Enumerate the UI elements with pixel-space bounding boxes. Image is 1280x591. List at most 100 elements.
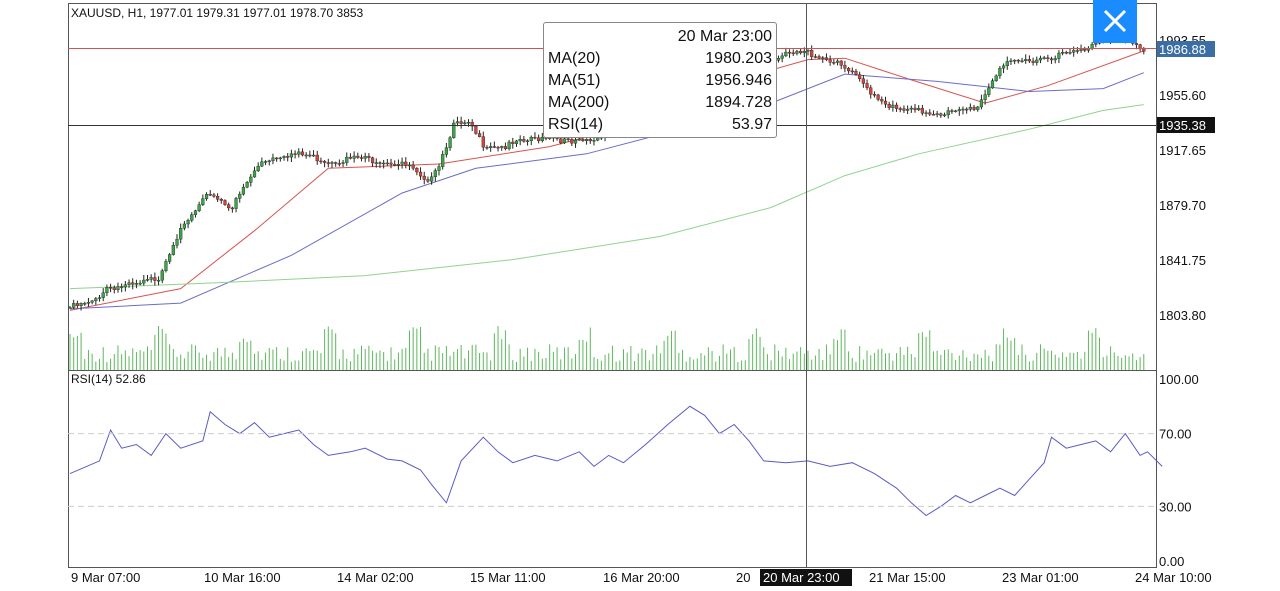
candle-body bbox=[835, 60, 840, 63]
candle-body bbox=[850, 70, 854, 73]
candle-body bbox=[1038, 57, 1043, 61]
candle-body bbox=[1009, 60, 1013, 62]
price-tick-label: 1879.70 bbox=[1159, 198, 1206, 213]
candle-body bbox=[326, 162, 330, 164]
candle-body bbox=[1142, 48, 1146, 52]
rsi-tick-label: 0.00 bbox=[1159, 554, 1184, 569]
close-button[interactable] bbox=[1093, 0, 1137, 43]
candle-body bbox=[869, 87, 873, 95]
candle-body bbox=[145, 279, 150, 281]
candle-body bbox=[795, 50, 799, 54]
tooltip-label: MA(51) bbox=[548, 72, 601, 89]
candle-body bbox=[566, 138, 570, 140]
candle-body bbox=[175, 238, 179, 246]
rsi-panel-frame bbox=[68, 370, 1157, 568]
candle-body bbox=[452, 122, 456, 138]
candle-body bbox=[846, 68, 851, 72]
candle-body bbox=[522, 139, 526, 142]
candle-body bbox=[843, 65, 847, 69]
candle-body bbox=[1042, 57, 1046, 59]
candle-body bbox=[581, 139, 585, 142]
tooltip-row-ma20: MA(20) 1980.203 bbox=[548, 48, 772, 70]
time-tick-label: 20 bbox=[736, 570, 750, 585]
candle-body bbox=[968, 106, 972, 110]
candle-body bbox=[422, 175, 426, 180]
close-icon bbox=[1103, 9, 1127, 33]
candle-body bbox=[799, 50, 803, 54]
candle-body bbox=[872, 94, 877, 96]
candle-body bbox=[1005, 61, 1009, 67]
candle-body bbox=[201, 198, 205, 205]
candle-body bbox=[418, 171, 423, 177]
candle-body bbox=[817, 56, 821, 59]
candle-body bbox=[570, 139, 574, 144]
candle-body bbox=[954, 110, 958, 113]
candle-body bbox=[83, 303, 87, 305]
candle-body bbox=[149, 277, 153, 280]
candle-body bbox=[939, 113, 943, 116]
candle-body bbox=[238, 193, 242, 199]
candle-body bbox=[68, 307, 72, 309]
tooltip-label: RSI(14) bbox=[548, 116, 604, 133]
candle-body bbox=[334, 162, 338, 164]
candle-body bbox=[1035, 59, 1039, 63]
candle-body bbox=[219, 199, 223, 201]
candle-body bbox=[323, 161, 327, 163]
candle-body bbox=[924, 112, 928, 114]
time-tick-label: 15 Mar 11:00 bbox=[470, 570, 546, 585]
candle-body bbox=[455, 121, 460, 124]
candle-body bbox=[374, 162, 378, 164]
candle-body bbox=[86, 301, 91, 304]
candle-body bbox=[909, 107, 913, 110]
candle-body bbox=[241, 186, 246, 195]
tooltip-value: 1956.946 bbox=[705, 72, 772, 89]
rsi-line bbox=[69, 405, 1163, 517]
rsi-tick-label: 70.00 bbox=[1159, 427, 1192, 442]
candle-body bbox=[492, 146, 496, 148]
candle-body bbox=[120, 286, 124, 288]
candle-body bbox=[308, 154, 312, 157]
candle-body bbox=[806, 50, 810, 52]
rsi-tick-label: 30.00 bbox=[1159, 499, 1192, 514]
candle-body bbox=[142, 279, 146, 284]
candle-body bbox=[898, 108, 902, 110]
candle-body bbox=[123, 284, 127, 288]
candle-body bbox=[477, 133, 482, 137]
tooltip-label: MA(200) bbox=[548, 94, 610, 111]
tooltip-row-ma200: MA(200) 1894.728 bbox=[548, 92, 772, 114]
candle-body bbox=[256, 165, 260, 172]
candle-body bbox=[385, 162, 389, 165]
candle-body bbox=[913, 107, 917, 111]
candle-body bbox=[286, 156, 290, 158]
candle-body bbox=[961, 108, 965, 111]
candle-body bbox=[917, 108, 921, 111]
last-price-badge bbox=[1157, 41, 1215, 57]
candle-body bbox=[293, 153, 297, 155]
candle-body bbox=[979, 99, 984, 108]
candle-body bbox=[883, 100, 888, 105]
candle-body bbox=[393, 164, 397, 166]
candle-body bbox=[94, 298, 98, 302]
candle-body bbox=[437, 166, 441, 171]
candle-body bbox=[481, 136, 485, 148]
candle-body bbox=[511, 141, 515, 144]
price-tick-label: 1917.65 bbox=[1159, 143, 1206, 158]
candle-body bbox=[1083, 48, 1087, 51]
crosshair-price-label: 1935.38 bbox=[1159, 118, 1206, 133]
candle-body bbox=[489, 146, 493, 148]
candle-body bbox=[1075, 50, 1079, 52]
candle-body bbox=[116, 286, 120, 290]
candle-body bbox=[131, 282, 135, 285]
candle-body bbox=[839, 60, 843, 66]
candle-body bbox=[75, 303, 79, 307]
candle-body bbox=[341, 162, 345, 164]
candle-body bbox=[382, 162, 386, 165]
price-tick-label: 1841.75 bbox=[1159, 253, 1206, 268]
candle-body bbox=[998, 67, 1002, 77]
candle-body bbox=[1001, 65, 1006, 69]
candle-body bbox=[858, 74, 862, 79]
candle-body bbox=[105, 287, 109, 294]
price-tick-label: 1803.80 bbox=[1159, 308, 1206, 323]
candle-body bbox=[311, 154, 316, 157]
candle-body bbox=[90, 300, 94, 303]
